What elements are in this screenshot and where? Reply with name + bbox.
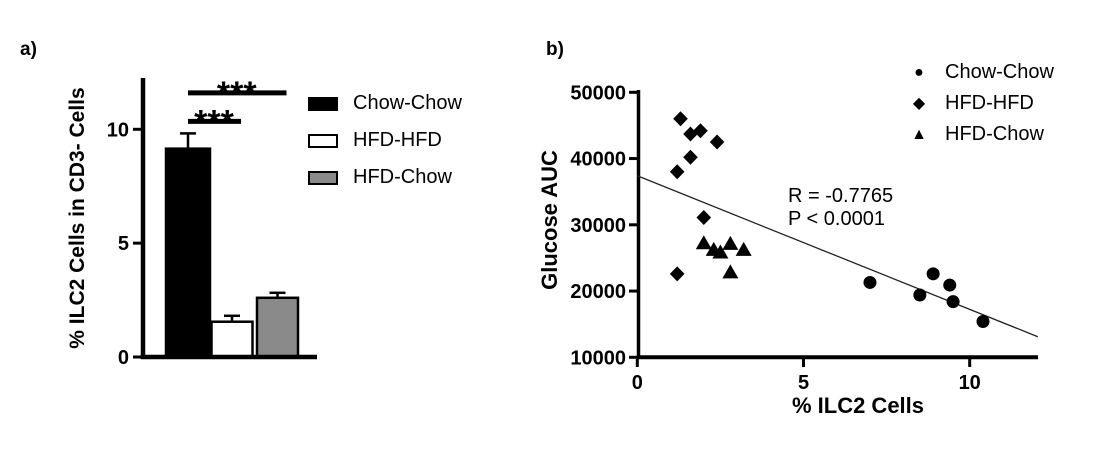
- bar-HFD-Chow: [255, 296, 300, 358]
- significance-stars: ***: [194, 103, 234, 141]
- legend-item-chow-chow: ● Chow-Chow: [905, 57, 1054, 88]
- white-swatch-icon: [308, 133, 338, 148]
- legend-label: HFD-HFD: [945, 92, 1034, 114]
- x-tick-label: 5: [798, 372, 809, 394]
- panel-a-label: a): [20, 39, 37, 60]
- point-HFD-HFD: [683, 126, 698, 142]
- legend-label: HFD-Chow: [353, 166, 452, 188]
- y-tick-label: 0: [118, 347, 129, 369]
- point-HFD-HFD: [669, 266, 685, 282]
- y-tick-label: 30000: [570, 215, 626, 237]
- point-HFD-HFD: [673, 111, 688, 127]
- triangle-marker-icon: ▲: [911, 125, 927, 143]
- legend-item-hfd-hfd: HFD-HFD: [308, 122, 462, 159]
- point-HFD-HFD: [669, 164, 685, 180]
- legend-label: HFD-HFD: [353, 129, 442, 151]
- x-tick-label: 10: [959, 372, 981, 394]
- significance-stars: ***: [217, 75, 257, 113]
- circle-marker-icon: ●: [914, 63, 924, 81]
- point-Chow-Chow: [976, 315, 990, 329]
- point-HFD-Chow: [722, 235, 739, 250]
- legend-item-chow-chow: Chow-Chow: [308, 85, 462, 122]
- legend-item-hfd-hfd: ◆ HFD-HFD: [905, 88, 1054, 119]
- panel-b-label: b): [546, 39, 564, 60]
- y-tick-label: 10: [107, 119, 129, 141]
- y-tick-label: 40000: [570, 149, 626, 171]
- point-Chow-Chow: [926, 267, 940, 281]
- x-axis-title: % ILC2 Cells: [792, 393, 924, 418]
- black-swatch-icon: [308, 96, 338, 111]
- point-Chow-Chow: [946, 295, 960, 309]
- y-axis-title: Glucose AUC: [537, 150, 562, 290]
- regression-line: [637, 175, 1039, 338]
- correlation-annotation: R = -0.7765 P < 0.0001: [788, 185, 893, 231]
- point-HFD-Chow: [695, 235, 712, 250]
- bar-chart-panel: 0 5 10 % ILC2 Cells in CD3- Cells ******: [66, 75, 317, 369]
- point-HFD-Chow: [722, 264, 739, 279]
- scatter-legend: ● Chow-Chow ◆ HFD-HFD ▲ HFD-Chow: [905, 57, 1054, 150]
- legend-item-hfd-chow: ▲ HFD-Chow: [905, 119, 1054, 150]
- bar-Chow-Chow: [164, 147, 212, 358]
- legend-label: HFD-Chow: [945, 123, 1044, 145]
- bar-HFD-HFD: [210, 320, 254, 358]
- y-tick-label: 20000: [570, 281, 626, 303]
- bar-chart-legend: Chow-Chow HFD-HFD HFD-Chow: [308, 85, 462, 196]
- point-Chow-Chow: [943, 278, 957, 292]
- p-value-text: P < 0.0001: [788, 208, 885, 230]
- diamond-marker-icon: ◆: [912, 94, 926, 112]
- point-HFD-HFD: [696, 210, 712, 226]
- point-HFD-HFD: [683, 149, 698, 165]
- y-tick-label: 10000: [570, 347, 626, 369]
- point-HFD-HFD: [693, 123, 708, 139]
- gray-swatch-icon: [308, 170, 338, 185]
- y-tick-label: 5: [118, 233, 129, 255]
- x-tick-label: 0: [632, 372, 643, 394]
- point-Chow-Chow: [863, 275, 877, 289]
- legend-label: Chow-Chow: [353, 92, 462, 114]
- legend-label: Chow-Chow: [945, 61, 1054, 83]
- point-Chow-Chow: [913, 288, 927, 302]
- point-HFD-HFD: [709, 134, 725, 150]
- legend-item-hfd-chow: HFD-Chow: [308, 159, 462, 196]
- scatter-plot-panel: 10000 20000 30000 40000 50000 0 5 10 Glucose AUC…: [537, 82, 1039, 418]
- y-tick-label: 50000: [570, 82, 626, 104]
- point-HFD-Chow: [712, 244, 729, 259]
- r-value-text: R = -0.7765: [788, 185, 894, 207]
- point-HFD-Chow: [735, 241, 752, 256]
- y-axis-title: % ILC2 Cells in CD3- Cells: [66, 87, 89, 348]
